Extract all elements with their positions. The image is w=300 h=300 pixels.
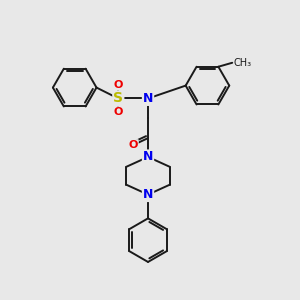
Text: S: S (113, 92, 123, 106)
Text: N: N (143, 150, 153, 164)
Text: N: N (143, 92, 153, 105)
Text: O: O (114, 80, 123, 90)
Text: N: N (143, 188, 153, 201)
Text: CH₃: CH₃ (233, 58, 251, 68)
Text: O: O (128, 140, 138, 150)
Text: O: O (114, 107, 123, 117)
